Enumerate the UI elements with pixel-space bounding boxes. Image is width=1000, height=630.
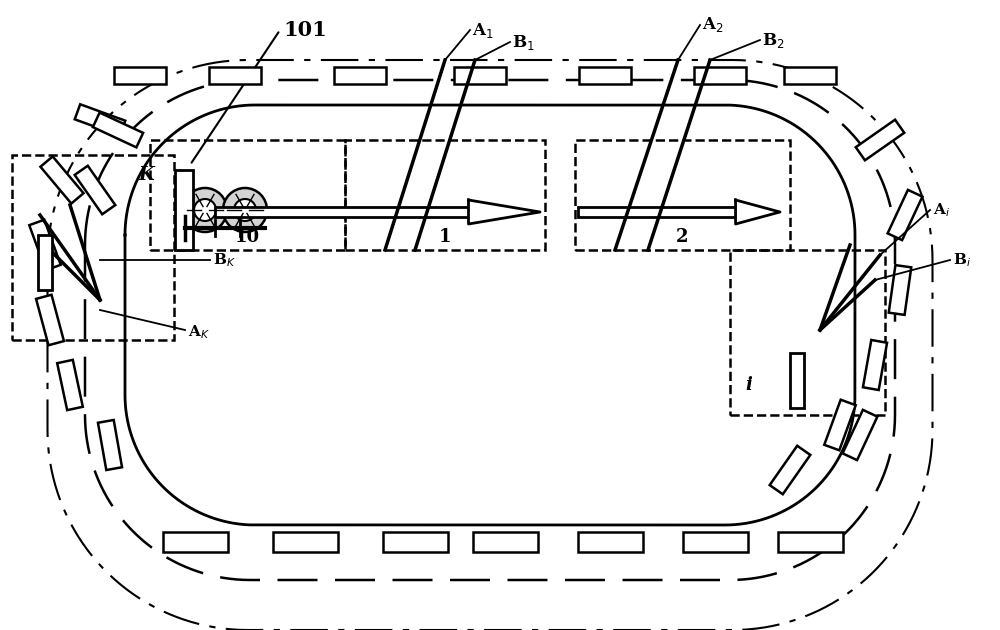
Text: B$_i$: B$_i$ [953, 251, 971, 269]
Circle shape [183, 188, 227, 232]
Circle shape [234, 199, 256, 221]
Polygon shape [579, 67, 631, 84]
Polygon shape [863, 340, 887, 390]
Polygon shape [843, 410, 877, 460]
Text: 1: 1 [439, 228, 451, 246]
Bar [12, 155, 174, 340]
Polygon shape [473, 532, 538, 552]
Polygon shape [736, 200, 780, 224]
Polygon shape [682, 532, 748, 552]
Polygon shape [778, 532, 842, 552]
Text: 101: 101 [283, 20, 327, 40]
Bar [150, 140, 345, 250]
Polygon shape [382, 532, 448, 552]
Text: A$_i$: A$_i$ [933, 201, 950, 219]
Text: B$_K$: B$_K$ [213, 251, 236, 269]
Polygon shape [29, 220, 61, 270]
Polygon shape [272, 532, 338, 552]
Bar [345, 140, 545, 250]
Polygon shape [36, 295, 64, 345]
Bar [38, 235, 52, 290]
Circle shape [194, 199, 216, 221]
Bar [790, 353, 804, 408]
Polygon shape [75, 166, 115, 214]
Polygon shape [40, 156, 84, 203]
Circle shape [223, 188, 267, 232]
Text: B$_2$: B$_2$ [762, 30, 784, 50]
Bar [730, 250, 885, 415]
Polygon shape [57, 360, 83, 410]
Polygon shape [889, 265, 911, 315]
Text: i: i [745, 376, 752, 394]
Polygon shape [114, 67, 166, 84]
Text: 10: 10 [234, 228, 260, 246]
Polygon shape [162, 532, 228, 552]
Text: B$_1$: B$_1$ [512, 33, 535, 52]
Text: A$_2$: A$_2$ [702, 16, 723, 35]
Text: K: K [138, 166, 154, 184]
Polygon shape [468, 200, 540, 224]
Polygon shape [334, 67, 386, 84]
Polygon shape [93, 113, 143, 147]
Polygon shape [694, 67, 746, 84]
Text: 2: 2 [676, 228, 688, 246]
Polygon shape [856, 120, 904, 160]
Polygon shape [98, 420, 122, 470]
Bar [175, 170, 193, 250]
Bar [575, 140, 790, 250]
Bar [215, 207, 468, 217]
Bar [578, 207, 736, 217]
Polygon shape [209, 67, 261, 84]
Polygon shape [888, 190, 922, 240]
Text: A$_1$: A$_1$ [472, 21, 494, 40]
Text: A$_K$: A$_K$ [188, 323, 210, 341]
Polygon shape [770, 446, 810, 495]
Polygon shape [784, 67, 836, 84]
Polygon shape [454, 67, 506, 84]
Polygon shape [75, 105, 125, 135]
Polygon shape [824, 399, 856, 450]
Polygon shape [578, 532, 642, 552]
